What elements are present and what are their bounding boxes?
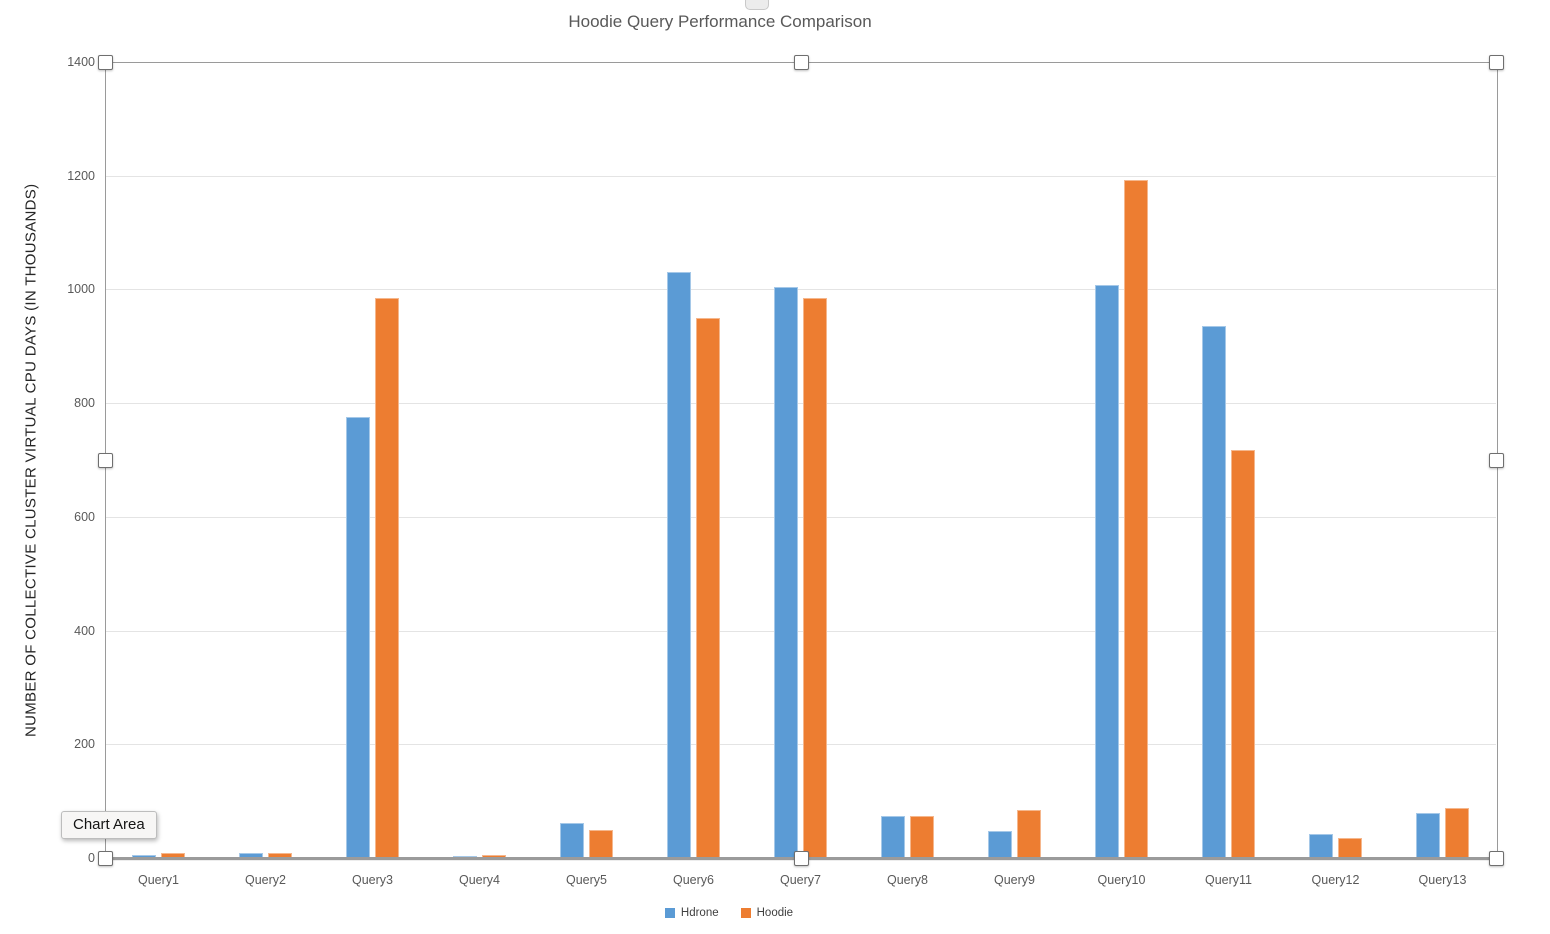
x-tick-label-query4: Query4 (459, 873, 500, 887)
bar-hdrone-query8[interactable] (881, 816, 905, 858)
chart-area-tooltip: Chart Area (61, 811, 157, 839)
legend: Hdrone Hoodie (0, 907, 1458, 919)
bar-hdrone-query4[interactable] (453, 855, 477, 858)
gridline (105, 630, 1496, 632)
selection-handle[interactable] (1489, 55, 1504, 70)
bar-hoodie-query2[interactable] (268, 852, 292, 858)
selection-handle[interactable] (98, 851, 113, 866)
y-tick-label: 800 (74, 396, 95, 411)
x-tick-label-query9: Query9 (994, 873, 1035, 887)
bar-hdrone-query9[interactable] (988, 830, 1012, 858)
gridline (105, 289, 1496, 291)
bar-hdrone-query5[interactable] (560, 822, 584, 858)
y-tick-label: 600 (74, 509, 95, 524)
legend-label: Hdrone (680, 907, 719, 919)
partial-ui-artifact (745, 0, 769, 10)
chart-title[interactable]: Hoodie Query Performance Comparison (568, 12, 872, 31)
bar-hoodie-query10[interactable] (1124, 179, 1148, 858)
x-tick-label-query5: Query5 (566, 873, 607, 887)
bar-hoodie-query4[interactable] (482, 855, 506, 858)
y-tick-label: 400 (74, 623, 95, 638)
bar-hdrone-query11[interactable] (1202, 326, 1226, 858)
bars (105, 62, 1496, 858)
gridline (105, 175, 1496, 177)
legend-item-hdrone[interactable]: Hdrone (664, 907, 719, 919)
selection-handle[interactable] (793, 55, 809, 70)
bar-hoodie-query13[interactable] (1445, 807, 1469, 858)
selection-handle[interactable] (1489, 453, 1504, 468)
bar-hdrone-query3[interactable] (346, 417, 370, 858)
x-tick-label-query12: Query12 (1311, 873, 1360, 887)
x-tick-label-query11: Query11 (1204, 873, 1252, 887)
bar-hdrone-query13[interactable] (1416, 812, 1440, 858)
x-tick-label-query10: Query10 (1097, 873, 1146, 887)
x-tick-label-query2: Query2 (245, 873, 286, 887)
bar-hoodie-query12[interactable] (1338, 838, 1362, 858)
bar-hdrone-query10[interactable] (1095, 284, 1119, 858)
legend-swatch-hoodie (740, 908, 751, 918)
y-tick-label: 1000 (67, 282, 95, 297)
y-tick-label: 1400 (67, 55, 95, 69)
gridline (105, 403, 1496, 405)
bar-hoodie-query8[interactable] (910, 816, 934, 858)
bar-hoodie-query1[interactable] (161, 853, 185, 858)
y-tick-label: 1200 (67, 168, 95, 183)
y-axis-tick-labels: 0 200 400 600 800 1000 1200 1400 (0, 55, 95, 865)
x-axis-tick-labels: Query1 Query2 Query3 Query4 Query5 Query6 Quer… (105, 873, 1496, 893)
bar-hdrone-query12[interactable] (1309, 834, 1333, 858)
x-tick-label-query1: Query1 (138, 873, 179, 887)
bar-hoodie-query5[interactable] (589, 829, 613, 858)
bar-hdrone-query6[interactable] (667, 272, 691, 858)
bar-hoodie-query11[interactable] (1231, 449, 1255, 858)
bar-hoodie-query6[interactable] (696, 317, 720, 858)
bar-hoodie-query9[interactable] (1017, 809, 1041, 858)
legend-swatch-hdrone (664, 908, 675, 918)
bar-hoodie-query3[interactable] (375, 297, 399, 858)
selection-handle[interactable] (98, 55, 113, 70)
plot-area[interactable] (102, 62, 1499, 859)
gridline (105, 516, 1496, 518)
bar-hoodie-query7[interactable] (803, 297, 827, 858)
y-tick-label: 0 (88, 851, 95, 865)
y-tick-label: 200 (74, 737, 95, 752)
x-tick-label-query6: Query6 (673, 873, 714, 887)
gridline (105, 744, 1496, 746)
legend-label: Hoodie (756, 907, 794, 919)
legend-item-hoodie[interactable]: Hoodie (740, 907, 794, 919)
bar-hdrone-query2[interactable] (239, 852, 263, 858)
x-tick-label-query13: Query13 (1418, 873, 1467, 887)
selection-handle[interactable] (98, 453, 113, 468)
bar-hdrone-query1[interactable] (132, 855, 156, 858)
x-tick-label-query7: Query7 (780, 873, 821, 887)
x-tick-label-query3: Query3 (352, 873, 393, 887)
x-tick-label-query8: Query8 (887, 873, 928, 887)
selection-handle[interactable] (793, 851, 809, 866)
selection-handle[interactable] (1489, 851, 1504, 866)
bar-hdrone-query7[interactable] (774, 286, 798, 858)
